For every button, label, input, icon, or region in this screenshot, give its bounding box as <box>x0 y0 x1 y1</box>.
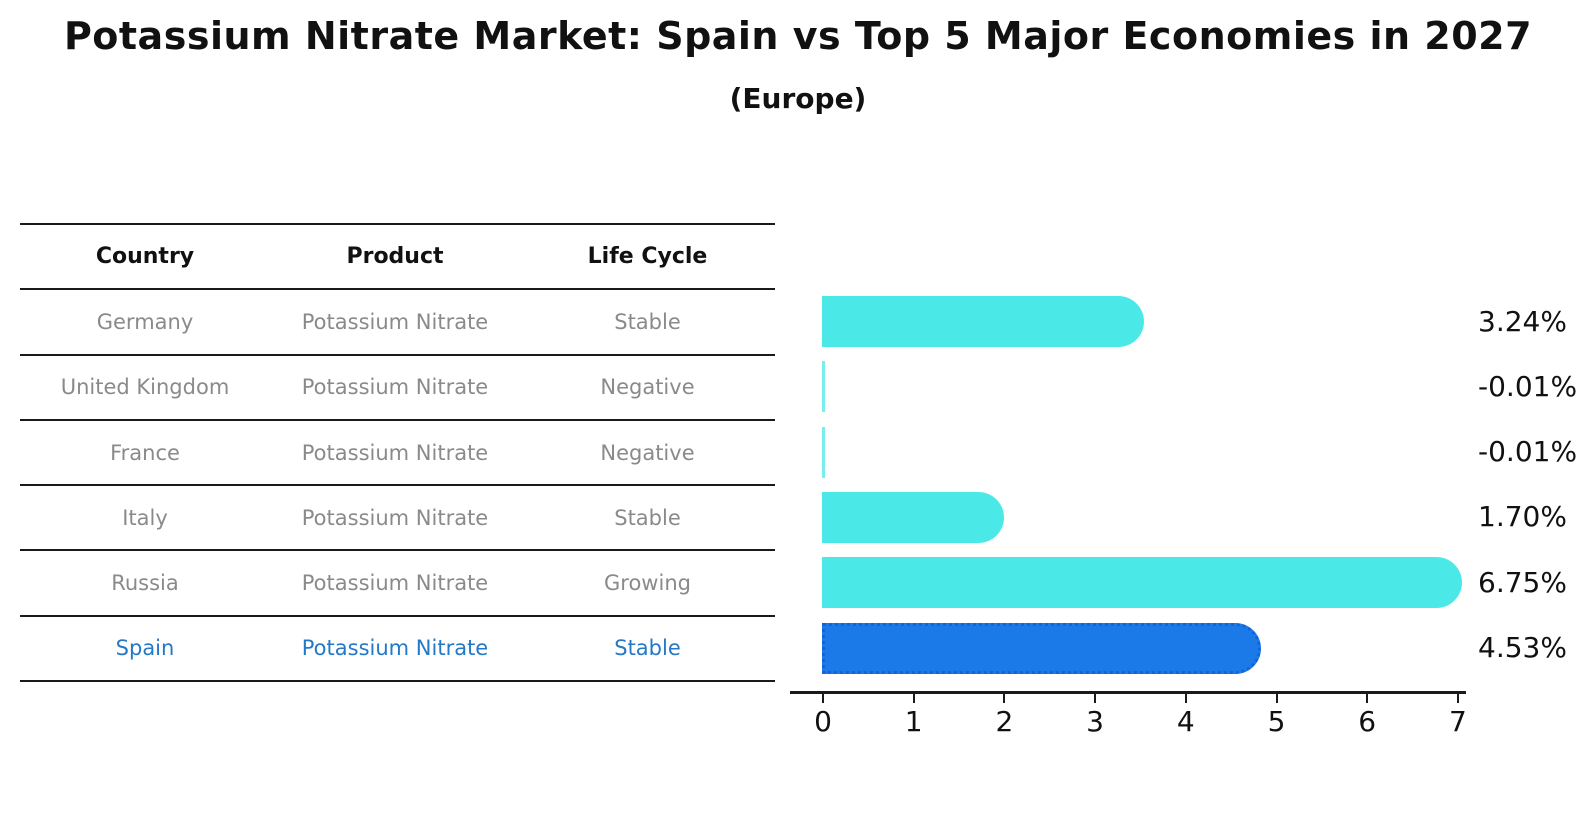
table-row-united-kingdom: United Kingdom Potassium Nitrate Negative <box>20 356 775 421</box>
x-tick <box>1456 694 1459 703</box>
x-tick <box>1184 694 1187 703</box>
value-label-italy: 1.70% <box>1478 500 1567 534</box>
cell-country: Germany <box>96 309 194 334</box>
x-tick-label: 3 <box>1086 705 1105 738</box>
value-label-spain: 4.53% <box>1478 631 1567 664</box>
cell-life-cycle: Stable <box>614 505 681 530</box>
x-tick <box>1275 694 1278 703</box>
cell-product: Potassium Nitrate <box>301 309 489 334</box>
cell-product: Potassium Nitrate <box>301 571 489 596</box>
x-tick-label: 0 <box>814 705 832 738</box>
cell-country: France <box>110 440 180 465</box>
x-tick-label: 7 <box>1448 705 1467 738</box>
bar-united-kingdom <box>822 361 825 413</box>
cell-life-cycle: Negative <box>600 440 695 465</box>
table-row-russia: Russia Potassium Nitrate Growing <box>20 551 775 617</box>
cell-product: Potassium Nitrate <box>301 440 489 465</box>
table-header-row: Country Product Life Cycle <box>20 225 775 291</box>
bar-italy <box>822 491 1005 543</box>
x-tick <box>822 694 824 703</box>
cell-country: Russia <box>111 571 179 596</box>
value-label-russia: 6.75% <box>1478 565 1567 599</box>
table-row-spain: Spain Potassium Nitrate Stable <box>20 617 775 683</box>
table-row-france: France Potassium Nitrate Negative <box>20 421 775 487</box>
chart-title: Potassium Nitrate Market: Spain vs Top 5… <box>63 14 1533 58</box>
bar-france <box>822 426 825 478</box>
bar-spain <box>822 622 1261 674</box>
value-label-united-kingdom: -0.01% <box>1478 369 1578 403</box>
x-tick <box>912 694 915 703</box>
cell-product: Potassium Nitrate <box>301 505 489 530</box>
column-header-life-cycle: Life Cycle <box>587 244 708 270</box>
x-tick <box>1366 694 1369 703</box>
cell-product: Potassium Nitrate <box>301 375 489 400</box>
cell-life-cycle: Negative <box>600 375 695 400</box>
table-row-germany: Germany Potassium Nitrate Stable <box>20 290 775 356</box>
cell-country: Italy <box>122 505 168 530</box>
column-header-product: Product <box>346 244 444 270</box>
cell-life-cycle: Stable <box>614 309 681 334</box>
cell-country: Spain <box>115 636 175 661</box>
x-tick <box>1003 694 1006 703</box>
value-label-germany: 3.24% <box>1478 304 1567 338</box>
cell-product: Potassium Nitrate <box>301 636 489 661</box>
table-body: Germany Potassium Nitrate Stable United Kin… <box>20 290 775 683</box>
bar-germany <box>822 296 1144 347</box>
x-tick-label: 6 <box>1358 705 1377 738</box>
cell-life-cycle: Stable <box>614 636 681 661</box>
value-label-france: -0.01% <box>1478 435 1578 469</box>
x-tick-label: 5 <box>1267 705 1286 738</box>
bar-russia <box>822 557 1463 609</box>
cell-life-cycle: Growing <box>604 571 691 596</box>
x-tick-label: 2 <box>995 705 1014 738</box>
x-tick <box>1094 694 1097 703</box>
x-tick-label: 1 <box>904 705 923 738</box>
x-tick-label: 4 <box>1176 705 1195 738</box>
x-axis-line <box>790 691 1466 694</box>
country-table: Country Product Life Cycle Germany Potass… <box>20 223 775 683</box>
cell-country: United Kingdom <box>60 375 230 400</box>
chart-subtitle: (Europe) <box>729 82 867 115</box>
table-row-italy: Italy Potassium Nitrate Stable <box>20 486 775 552</box>
column-header-country: Country <box>95 244 195 270</box>
